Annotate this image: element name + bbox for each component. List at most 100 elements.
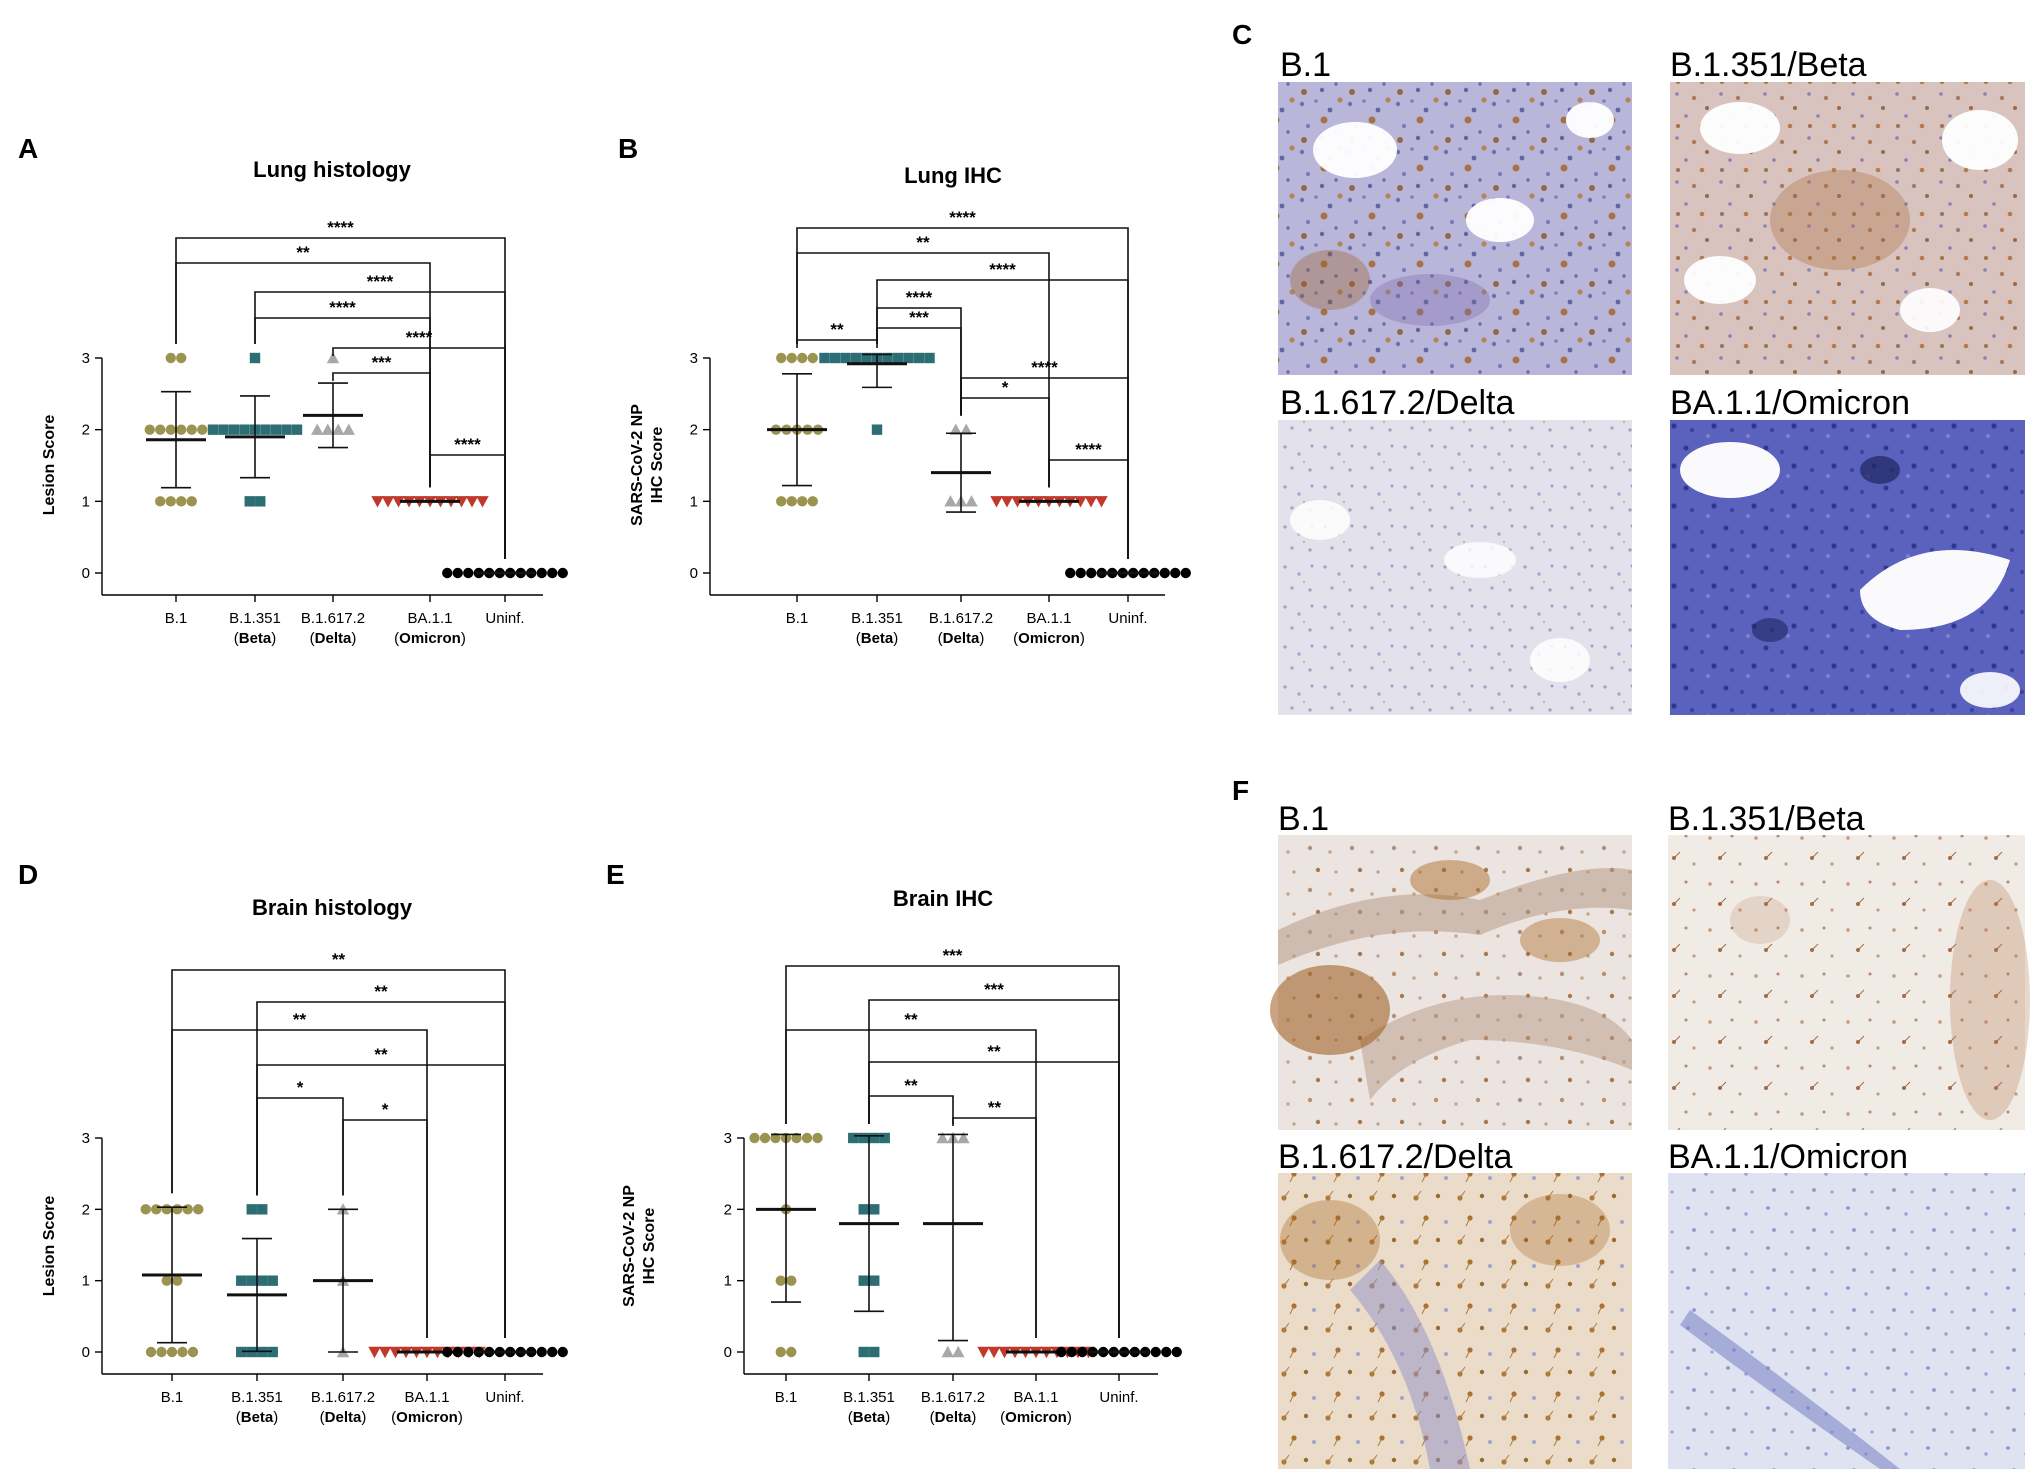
significance-label: **: [332, 950, 346, 969]
significance-label: **: [904, 1010, 918, 1029]
data-point: [786, 1275, 797, 1286]
significance-label: *: [382, 1100, 389, 1119]
data-point: [882, 352, 893, 364]
x-tick-label: B.1.351: [843, 1389, 895, 1406]
data-point: [913, 352, 925, 364]
x-tick-label-variant: (Omicron): [1013, 630, 1085, 647]
data-point: [944, 495, 957, 507]
paren: (: [1013, 630, 1018, 647]
x-tick-label: BA.1.1: [1013, 1389, 1058, 1406]
micrograph-image: [1278, 420, 1632, 715]
data-point: [392, 496, 405, 508]
significance-label: ****: [949, 208, 976, 227]
data-point: [144, 424, 155, 435]
paren: (: [391, 1409, 396, 1426]
data-point: [332, 423, 345, 435]
data-point: [1171, 1346, 1182, 1358]
panel-letter-d: D: [18, 859, 38, 890]
micrograph-image: [1278, 82, 1632, 375]
significance-bracket: [175, 237, 506, 559]
data-point: [161, 1204, 172, 1215]
significance-label: **: [296, 243, 310, 262]
x-tick-label-variant: (Omicron): [1000, 1409, 1072, 1426]
x-tick-label: B.1.351: [231, 1389, 283, 1406]
variant-name: Omicron: [1005, 1409, 1067, 1426]
significance-bracket: [429, 454, 506, 559]
chart-title: Lung histology: [253, 157, 411, 182]
data-point: [463, 1346, 474, 1358]
data-point: [187, 1346, 199, 1358]
data-point: [257, 1275, 268, 1286]
data-point: [861, 352, 872, 364]
data-point: [797, 352, 808, 364]
y-axis-label-line: SARS-CoV-2 NP: [629, 404, 646, 526]
data-point: [949, 423, 962, 435]
data-point: [807, 352, 818, 364]
significance-label: **: [374, 1045, 388, 1064]
data-point: [776, 496, 787, 507]
data-point: [311, 423, 324, 435]
x-tick-label-variant: (Omicron): [394, 630, 466, 647]
data-point: [770, 1132, 781, 1144]
y-tick-label: 0: [690, 565, 698, 582]
x-tick-label: B.1.617.2: [301, 610, 365, 627]
x-tick-label-variant: (Beta): [236, 1409, 279, 1426]
significance-label: ****: [1075, 440, 1102, 459]
significance-label: *: [297, 1078, 304, 1097]
data-point: [465, 496, 479, 508]
paren: (: [856, 630, 861, 647]
y-tick-label: 3: [724, 1130, 732, 1147]
data-point: [547, 567, 558, 579]
y-tick-label: 3: [82, 1130, 90, 1147]
data-point: [869, 1275, 880, 1286]
paren: (: [1000, 1409, 1005, 1426]
significance-bracket: [342, 1119, 428, 1338]
data-point: [270, 424, 282, 435]
data-point: [786, 496, 797, 507]
chart-lung-ihc: Lung IHC SARS-CoV-2 NP IHC Score 0 1 2 3 B.1 B.1…: [629, 163, 1191, 647]
paren: ): [893, 630, 898, 647]
micrograph-label: B.1: [1280, 46, 1331, 84]
data-point: [1161, 1346, 1172, 1358]
variant-name: Beta: [853, 1409, 886, 1426]
significance-bracket: [876, 327, 962, 416]
data-point: [455, 496, 468, 508]
y-tick-label: 2: [724, 1201, 732, 1218]
data-point: [1077, 1346, 1088, 1358]
data-point: [176, 424, 187, 435]
data-point: [156, 1346, 167, 1358]
significance-label: ***: [943, 946, 963, 965]
data-point: [326, 351, 340, 364]
paren: (: [848, 1409, 853, 1426]
micrograph-label: B.1.617.2/Delta: [1280, 384, 1514, 422]
x-tick-label: Uninf.: [1099, 1389, 1138, 1406]
data-point: [244, 496, 255, 507]
chart-brain-ihc: Brain IHC SARS-CoV-2 NP IHC Score 0 1 2 3 B.1 B.…: [621, 886, 1182, 1426]
data-point: [140, 1204, 151, 1215]
x-tick-label: B.1.351: [851, 610, 903, 627]
x-tick-label: BA.1.1: [404, 1389, 449, 1406]
chart-title: Brain histology: [252, 895, 413, 920]
significance-bracket: [796, 227, 1129, 559]
data-point: [858, 1275, 869, 1286]
data-point: [1150, 1346, 1161, 1358]
y-axis-label-line: SARS-CoV-2 NP: [621, 1185, 638, 1307]
y-axis-label: Lesion Score: [41, 1196, 58, 1297]
paren: (: [310, 630, 315, 647]
data-point: [165, 352, 176, 364]
data-point: [172, 1204, 183, 1215]
data-point: [848, 1132, 859, 1144]
data-point: [228, 424, 240, 435]
y-tick-label: 0: [82, 1344, 90, 1361]
significance-label: ****: [406, 328, 433, 347]
data-point: [246, 1275, 257, 1286]
significance-label: ****: [329, 298, 356, 317]
y-tick-label: 0: [724, 1344, 732, 1361]
data-point: [869, 1204, 880, 1215]
y-tick-label: 1: [82, 493, 90, 510]
x-tick-label: B.1.351: [229, 610, 281, 627]
data-point: [176, 496, 187, 507]
significance-bracket: [796, 339, 878, 348]
y-axis-label-line: IHC Score: [649, 427, 666, 504]
paren: ): [1067, 1409, 1072, 1426]
